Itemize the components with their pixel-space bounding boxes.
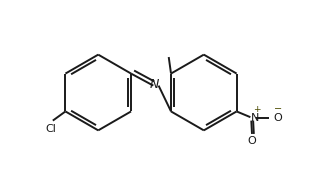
Text: N: N <box>251 113 260 123</box>
Text: N: N <box>150 78 159 91</box>
Text: O: O <box>273 113 282 123</box>
Text: Cl: Cl <box>46 124 57 134</box>
Text: +: + <box>253 105 260 114</box>
Text: O: O <box>248 136 256 146</box>
Text: −: − <box>274 104 282 114</box>
